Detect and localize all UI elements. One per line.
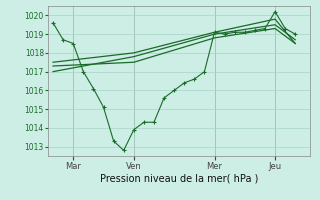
X-axis label: Pression niveau de la mer( hPa ): Pression niveau de la mer( hPa ) bbox=[100, 173, 258, 183]
